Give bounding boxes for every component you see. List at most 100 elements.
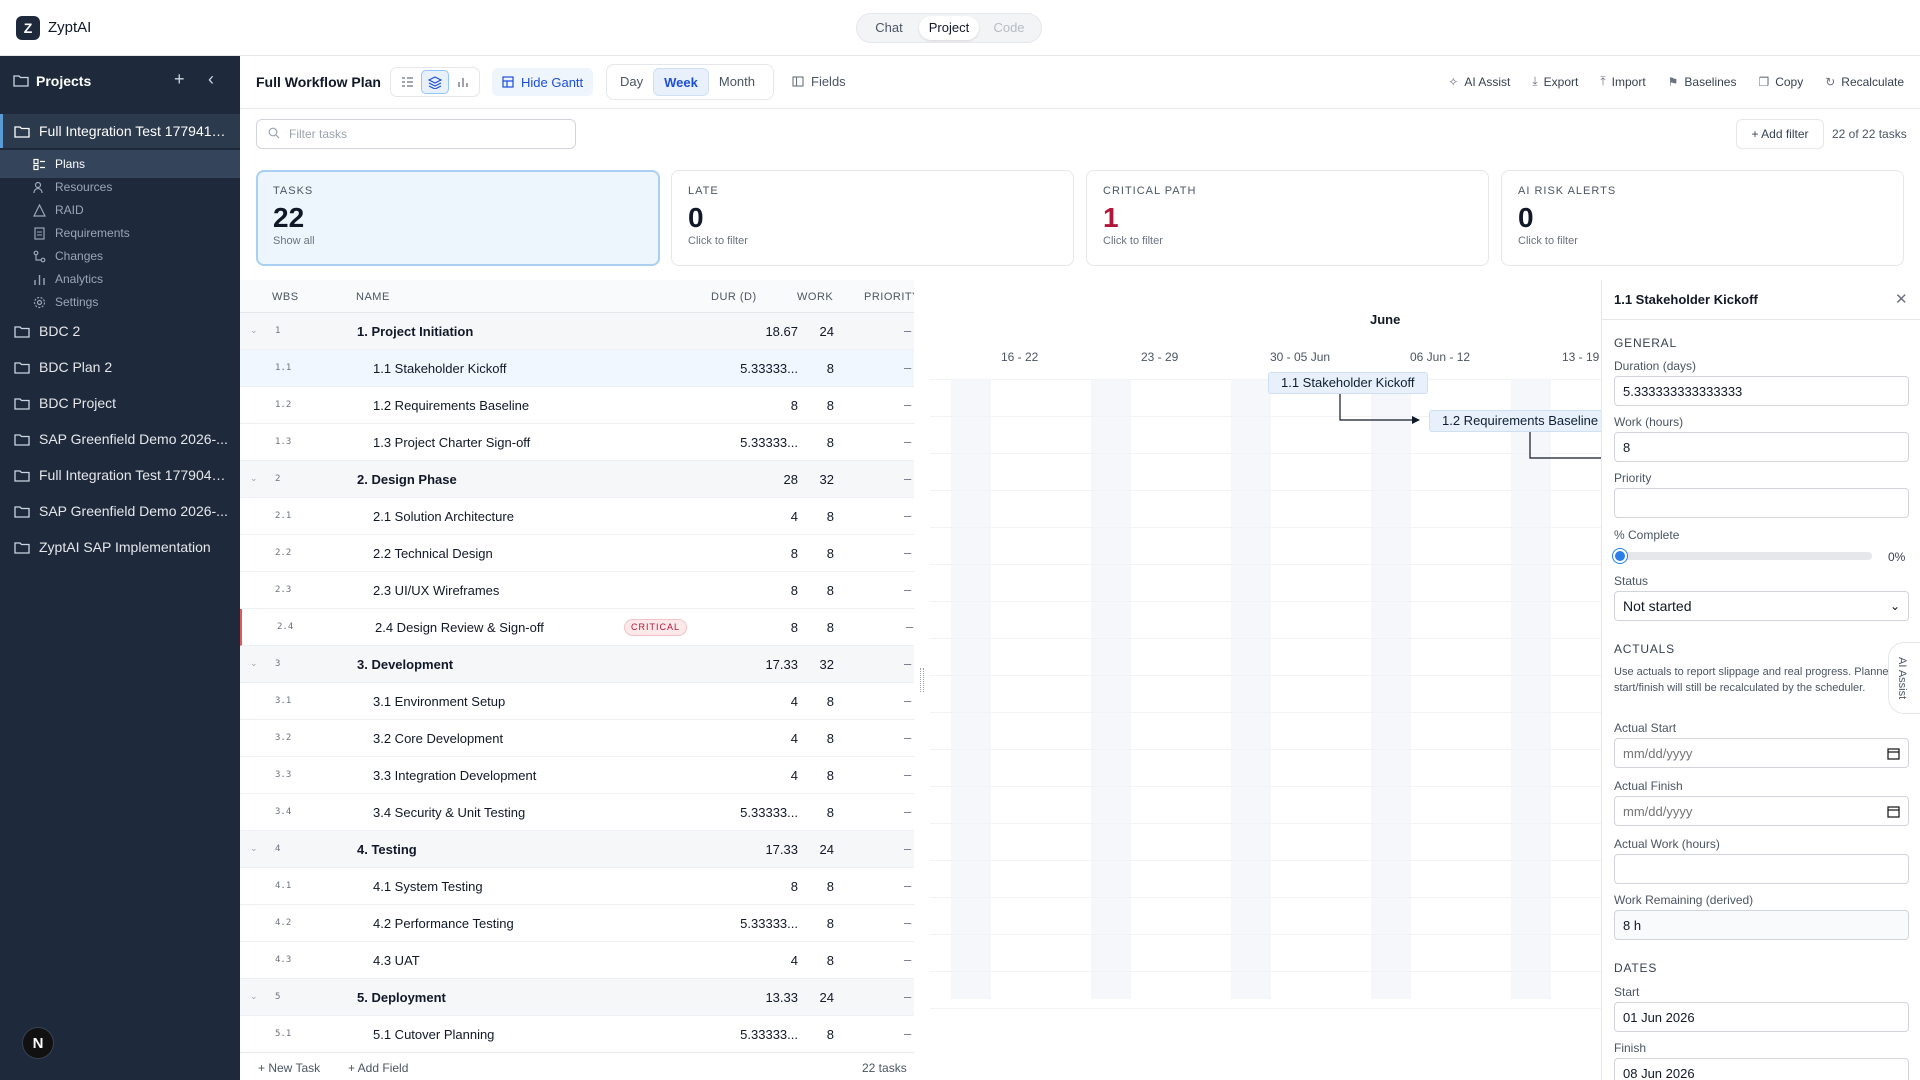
row-work[interactable]: 32	[819, 472, 834, 487]
sidebar-project[interactable]: BDC Plan 2	[0, 350, 240, 384]
actual-start-field[interactable]	[1614, 738, 1909, 768]
table-row[interactable]: 4.3 4.3 UAT 4 8 –	[240, 942, 914, 979]
row-duration[interactable]: 13.33	[765, 990, 798, 1005]
chevron-down-icon[interactable]: ⌄	[250, 325, 258, 335]
complete-slider-track[interactable]	[1619, 552, 1872, 560]
import-button[interactable]: ⤒ Import	[1600, 74, 1645, 89]
row-work[interactable]: 8	[826, 805, 834, 820]
export-button[interactable]: ⤓ Export	[1532, 74, 1578, 89]
table-row[interactable]: 2.2 2.2 Technical Design 8 8 –	[240, 535, 914, 572]
priority-field[interactable]	[1614, 488, 1909, 518]
row-work[interactable]: 8	[826, 435, 834, 450]
table-row[interactable]: 2.1 2.1 Solution Architecture 4 8 –	[240, 498, 914, 535]
row-work[interactable]: 8	[826, 509, 834, 524]
stat-card-critical-path[interactable]: CRITICAL PATH 1 Click to filter	[1086, 170, 1489, 266]
table-group-row[interactable]: ⌄ 3 3. Development 17.33 32 –	[240, 646, 914, 683]
row-work[interactable]: 24	[819, 324, 834, 339]
row-priority[interactable]: –	[904, 915, 912, 930]
add-project-icon[interactable]: +	[174, 69, 185, 89]
row-work[interactable]: 8	[826, 361, 834, 376]
row-duration[interactable]: 5.33333...	[740, 805, 798, 820]
row-duration[interactable]: 8	[790, 879, 798, 894]
row-work[interactable]: 8	[826, 583, 834, 598]
row-work[interactable]: 32	[819, 657, 834, 672]
row-priority[interactable]: –	[904, 323, 912, 338]
header-duration[interactable]: DUR (D)	[711, 291, 757, 303]
header-priority[interactable]: PRIORITY	[864, 291, 914, 303]
table-row[interactable]: 1.3 1.3 Project Charter Sign-off 5.33333..…	[240, 424, 914, 461]
table-row[interactable]: 3.4 3.4 Security & Unit Testing 5.33333...…	[240, 794, 914, 831]
row-name[interactable]: 3. Development	[357, 657, 454, 672]
row-priority[interactable]: –	[904, 1026, 912, 1041]
table-row[interactable]: 3.3 3.3 Integration Development 4 8 –	[240, 757, 914, 794]
chevron-down-icon[interactable]: ⌄	[250, 473, 258, 483]
row-duration[interactable]: 5.33333...	[740, 435, 798, 450]
table-row[interactable]: 2.3 2.3 UI/UX Wireframes 8 8 –	[240, 572, 914, 609]
row-duration[interactable]: 17.33	[765, 842, 798, 857]
sidebar-project-active[interactable]: Full Integration Test 1779415...	[0, 114, 240, 148]
row-duration[interactable]: 18.67	[765, 324, 798, 339]
sidebar-project[interactable]: SAP Greenfield Demo 2026-...	[0, 422, 240, 456]
drag-handle-icon[interactable]	[920, 668, 924, 692]
row-name[interactable]: 1.1 Stakeholder Kickoff	[373, 361, 507, 376]
row-priority[interactable]: –	[906, 619, 914, 634]
sidebar-project[interactable]: Full Integration Test 1779046...	[0, 458, 240, 492]
table-row[interactable]: 3.2 3.2 Core Development 4 8 –	[240, 720, 914, 757]
gantt-bar-requirements-baseline[interactable]: 1.2 Requirements Baseline	[1429, 410, 1601, 432]
sidebar-item-raid[interactable]: RAID	[0, 196, 240, 224]
calendar-icon[interactable]	[1887, 747, 1900, 760]
hide-gantt-button[interactable]: Hide Gantt	[492, 68, 594, 96]
row-name[interactable]: 3.3 Integration Development	[373, 768, 537, 783]
row-priority[interactable]: –	[904, 767, 912, 782]
chevron-down-icon[interactable]: ⌄	[250, 991, 258, 1001]
table-group-row[interactable]: ⌄ 2 2. Design Phase 28 32 –	[240, 461, 914, 498]
table-row[interactable]: 1.2 1.2 Requirements Baseline 8 8 –	[240, 387, 914, 424]
stat-card-late[interactable]: LATE 0 Click to filter	[671, 170, 1074, 266]
copy-button[interactable]: ❐ Copy	[1758, 74, 1803, 89]
ai-assist-side-tab[interactable]: AI Assist	[1888, 642, 1920, 714]
ai-assist-button[interactable]: ✧ AI Assist	[1448, 74, 1510, 89]
row-duration[interactable]: 8	[790, 546, 798, 561]
new-task-button[interactable]: + New Task	[258, 1061, 321, 1075]
recalculate-button[interactable]: ↻ Recalculate	[1825, 74, 1904, 89]
zoom-day-button[interactable]: Day	[620, 74, 644, 89]
row-name[interactable]: 2.2 Technical Design	[373, 546, 493, 561]
row-name[interactable]: 2.1 Solution Architecture	[373, 509, 514, 524]
row-name[interactable]: 5. Deployment	[357, 990, 446, 1005]
sidebar-project[interactable]: BDC Project	[0, 386, 240, 420]
row-work[interactable]: 24	[819, 842, 834, 857]
row-priority[interactable]: –	[904, 878, 912, 893]
row-duration[interactable]: 5.33333...	[740, 1027, 798, 1042]
row-name[interactable]: 3.1 Environment Setup	[373, 694, 506, 709]
collapse-sidebar-icon[interactable]: ‹	[208, 69, 214, 89]
row-work[interactable]: 8	[826, 694, 834, 709]
row-priority[interactable]: –	[904, 989, 912, 1004]
sidebar-item-resources[interactable]: Resources	[0, 173, 240, 201]
header-name[interactable]: NAME	[356, 291, 390, 303]
row-priority[interactable]: –	[904, 693, 912, 708]
chevron-down-icon[interactable]: ⌄	[250, 658, 258, 668]
table-group-row[interactable]: ⌄ 4 4. Testing 17.33 24 –	[240, 831, 914, 868]
close-icon[interactable]: ✕	[1895, 291, 1908, 308]
list-view-icon[interactable]	[393, 70, 421, 94]
complete-slider-thumb[interactable]	[1613, 549, 1627, 563]
row-name[interactable]: 1. Project Initiation	[357, 324, 474, 339]
add-filter-button[interactable]: + Add filter	[1736, 119, 1824, 149]
sidebar-item-plans[interactable]: Plans	[0, 150, 240, 178]
row-duration[interactable]: 4	[790, 953, 798, 968]
sidebar-item-requirements[interactable]: Requirements	[0, 219, 240, 247]
row-duration[interactable]: 5.33333...	[740, 361, 798, 376]
row-duration[interactable]: 8	[790, 398, 798, 413]
row-priority[interactable]: –	[904, 434, 912, 449]
row-duration[interactable]: 8	[790, 620, 798, 635]
table-group-row[interactable]: ⌄ 5 5. Deployment 13.33 24 –	[240, 979, 914, 1016]
row-work[interactable]: 8	[826, 879, 834, 894]
header-work[interactable]: WORK	[797, 291, 834, 303]
row-priority[interactable]: –	[904, 804, 912, 819]
actual-work-field[interactable]	[1614, 854, 1909, 884]
table-group-row[interactable]: ⌄ 1 1. Project Initiation 18.67 24 –	[240, 313, 914, 350]
row-work[interactable]: 8	[826, 731, 834, 746]
chevron-down-icon[interactable]: ⌄	[250, 843, 258, 853]
table-row[interactable]: 5.1 5.1 Cutover Planning 5.33333... 8 –	[240, 1016, 914, 1052]
row-work[interactable]: 8	[826, 953, 834, 968]
